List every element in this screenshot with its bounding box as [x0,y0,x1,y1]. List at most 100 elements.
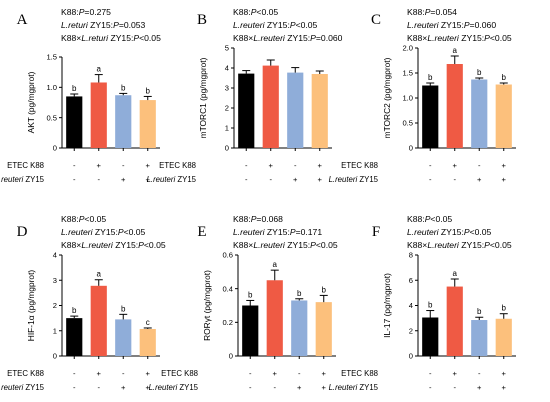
stat-text: P [290,20,296,30]
lreuteri-marker: + [322,383,327,392]
y-tick-label: 0.5 [402,119,413,128]
stat-text: L.reuteri [233,227,266,237]
bar [66,96,83,148]
row-label-lreuteri: L.reuteri ZY15 [329,175,379,184]
row-label-italic: L.reuteri [0,383,23,392]
row-label-etec: ETEC K88 [7,161,44,170]
lreuteri-marker: - [453,175,456,184]
stat-text: K88: [407,7,425,17]
row-label-italic: L.reuteri [329,383,358,392]
etec-marker: - [73,161,76,170]
bar [422,317,439,356]
y-tick-label: 8 [409,251,413,260]
stat-line: K88×L.returi ZY15:P<0.05 [61,33,161,43]
stat-text: L.reuteri [61,227,94,237]
bar [291,300,308,356]
y-tick-label: 4 [225,64,229,73]
y-tick-label: 0.6 [222,251,233,260]
lreuteri-marker: - [273,383,276,392]
bar [115,319,132,356]
etec-marker: + [146,369,151,378]
etec-marker: + [146,161,151,170]
lreuteri-marker: - [269,175,272,184]
significance-letter: b [428,301,433,310]
etec-marker: - [429,161,432,170]
lreuteri-marker: + [121,383,126,392]
stat-text: P [79,7,85,17]
etec-marker: + [453,161,458,170]
panel-letter: C [371,12,381,28]
lreuteri-marker: + [477,383,482,392]
row-label-rest: ZY15 [177,383,198,392]
stat-line: K88:P<0.05 [233,7,278,17]
y-tick-label: 0 [225,144,229,153]
bar [471,79,488,148]
y-tick-label: 5 [225,44,229,53]
stat-text: P [290,227,296,237]
stat-text: L.reuteri [407,20,440,30]
stat-line: L.returi ZY15:P=0.053 [61,20,146,30]
y-axis-label: mTORC2 (pg/mgprot) [382,57,392,138]
etec-marker: - [298,369,301,378]
etec-marker: + [502,161,507,170]
bar [287,72,304,148]
y-tick-label: 0 [53,144,57,153]
stat-line: L.reuteri ZY15:P=0.171 [233,227,322,237]
bar [238,73,255,148]
stat-text: K88: [233,214,251,224]
stat-text: P [425,7,431,17]
significance-letter: b [146,86,151,95]
stat-line: K88:P=0.068 [233,214,283,224]
stat-text: P [484,240,490,250]
row-label-rest: ZY15 [23,383,44,392]
stat-text: K88: [61,214,79,224]
bar [495,84,512,148]
y-tick-label: 2 [225,104,229,113]
row-label-lreuteri: L.reuteri ZY15 [149,383,199,392]
stat-text: <0.05 [84,214,106,224]
lreuteri-marker: - [97,383,100,392]
lreuteri-marker: - [73,175,76,184]
stat-text: =0.054 [430,7,457,17]
y-axis-label: HIF-1α (pg/mgprot) [26,270,36,342]
row-label-italic: L.reuteri [149,383,178,392]
bar [90,82,107,148]
stat-text: L.reuteri [253,33,286,43]
y-tick-label: 4 [409,301,413,310]
etec-marker: - [294,161,297,170]
stat-text: ZY15: [459,240,484,250]
stat-line: K88×L.reuteri ZY15:P<0.05 [61,240,166,250]
lreuteri-marker: - [97,175,100,184]
stat-text: P [251,214,257,224]
etec-marker: + [97,369,102,378]
stat-text: ZY15: [265,227,290,237]
stat-text: <0.05 [139,33,161,43]
significance-letter: b [72,84,77,93]
bar [139,100,156,148]
stat-text: L.reuteri [407,227,440,237]
etec-marker: - [478,369,481,378]
bar [242,305,259,356]
y-tick-label: 1 [53,326,57,335]
stat-text: L.reuteri [233,20,266,30]
stat-text: ZY15: [285,33,310,43]
bar [90,285,107,356]
stat-text: L.reuteri [427,33,460,43]
stat-line: L.reuteri ZY15:P=0.060 [407,20,496,30]
significance-letter: b [121,83,126,92]
stat-text: <0.05 [490,240,512,250]
stat-line: K88×L.reuteri ZY15:P=0.060 [233,33,343,43]
stat-text: ZY15: [108,33,133,43]
etec-marker: - [122,369,125,378]
stat-text: <0.05 [256,7,278,17]
significance-letter: b [428,73,433,82]
bar [66,318,83,356]
stat-text: P [133,33,139,43]
stat-text: P [425,214,431,224]
stat-text: K88: [233,7,251,17]
stat-text: L.reuteri [81,240,114,250]
row-label-lreuteri: L.reuteri ZY15 [0,383,45,392]
stat-text: =0.275 [84,7,111,17]
